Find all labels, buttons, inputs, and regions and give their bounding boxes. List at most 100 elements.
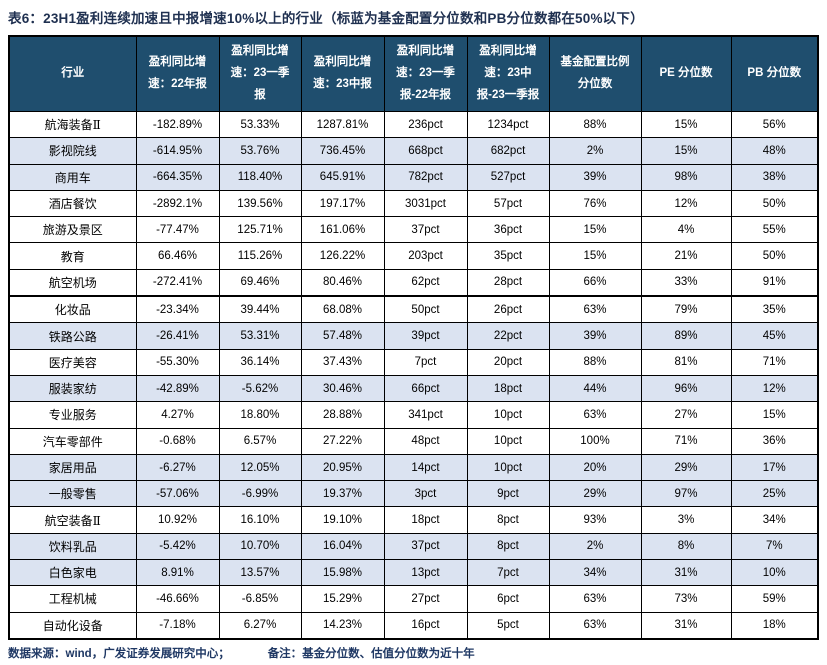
value-cell: 12% — [730, 374, 819, 403]
value-cell: 37.43% — [300, 348, 385, 376]
table-row: 饮料乳品 -5.42% 10.70% 16.04% 37pct 8pct 2% 8% 7% — [8, 532, 819, 561]
value-cell: 161.06% — [300, 216, 385, 244]
table-row: 家居用品 -6.27% 12.05% 20.95% 14pct 10pct 20% 29% 17… — [8, 453, 819, 482]
table-row: 影视院线 -614.95% 53.76% 736.45% 668pct 682pct 2% 1… — [8, 137, 819, 165]
table-row: 汽车零部件 -0.68% 6.57% 27.22% 48pct 10pct 100% 71% 3… — [8, 427, 819, 455]
industry-name-cell: 酒店餐饮 — [8, 189, 137, 218]
value-cell: -55.30% — [135, 348, 220, 376]
value-cell: 18pct — [383, 506, 468, 534]
value-cell: -182.89% — [135, 110, 220, 139]
value-cell: 88% — [548, 110, 642, 139]
col-header-growth-22annual: 盈利同比增速：22年报 — [135, 35, 220, 112]
value-cell: 38% — [730, 163, 819, 191]
value-cell: 97% — [640, 480, 732, 508]
value-cell: 16.04% — [300, 532, 385, 561]
value-cell: 4.27% — [135, 401, 220, 429]
industry-name-cell: 旅游及景区 — [8, 216, 137, 244]
value-cell: 56% — [730, 110, 819, 139]
col-header-pe-percentile: PE 分位数 — [640, 35, 732, 112]
value-cell: 63% — [548, 585, 642, 613]
value-cell: 71% — [640, 427, 732, 455]
value-cell: 96% — [640, 374, 732, 403]
value-cell: 4% — [640, 216, 732, 244]
value-cell: 81% — [640, 348, 732, 376]
value-cell: 118.40% — [218, 163, 302, 191]
value-cell: 10.70% — [218, 532, 302, 561]
value-cell: 73% — [640, 585, 732, 613]
value-cell: 7pct — [466, 559, 550, 587]
value-cell: 50% — [730, 189, 819, 218]
value-cell: 53.31% — [218, 322, 302, 350]
col-header-industry: 行业 — [8, 35, 137, 112]
value-cell: 1234pct — [466, 110, 550, 139]
value-cell: 37pct — [383, 532, 468, 561]
value-cell: 36% — [730, 427, 819, 455]
table-row: 商用车 -664.35% 118.40% 645.91% 782pct 527pct 39%… — [8, 163, 819, 191]
value-cell: 15.29% — [300, 585, 385, 613]
value-cell: 34% — [730, 506, 819, 534]
industry-name-cell: 教育 — [8, 242, 137, 270]
value-cell: 37pct — [383, 216, 468, 244]
value-cell: 203pct — [383, 242, 468, 270]
industry-earnings-table: 行业 盈利同比增速：22年报 盈利同比增速：23一季报 盈利同比增速：23中报 … — [8, 35, 819, 640]
value-cell: 16pct — [383, 611, 468, 640]
industry-name-cell: 一般零售 — [8, 480, 137, 508]
value-cell: 19.37% — [300, 480, 385, 508]
table-row: 白色家电 8.91% 13.57% 15.98% 13pct 7pct 34% 31% 10% — [8, 559, 819, 587]
value-cell: 341pct — [383, 401, 468, 429]
industry-name-cell: 航海装备Ⅱ — [8, 110, 137, 139]
industry-name-cell: 服装家纺 — [8, 374, 137, 403]
value-cell: 26pct — [466, 295, 550, 324]
value-cell: -57.06% — [135, 480, 220, 508]
value-cell: 33% — [640, 268, 732, 297]
value-cell: 3pct — [383, 480, 468, 508]
table-body: 航海装备Ⅱ -182.89% 53.33% 1287.81% 236pct 1234pct… — [8, 110, 819, 640]
value-cell: 62pct — [383, 268, 468, 297]
value-cell: 8pct — [466, 506, 550, 534]
value-cell: 91% — [730, 268, 819, 297]
value-cell: 19.10% — [300, 506, 385, 534]
table-row: 工程机械 -46.66% -6.85% 15.29% 27pct 6pct 63% 73% 59… — [8, 585, 819, 613]
value-cell: 14.23% — [300, 611, 385, 640]
value-cell: 57pct — [466, 189, 550, 218]
value-cell: 36.14% — [218, 348, 302, 376]
value-cell: 69.46% — [218, 268, 302, 297]
table-row: 化妆品 -23.34% 39.44% 68.08% 50pct 26pct 63% 79% 35… — [8, 295, 819, 324]
value-cell: 7% — [730, 532, 819, 561]
value-cell: 48% — [730, 137, 819, 165]
value-cell: -2892.1% — [135, 189, 220, 218]
value-cell: 2% — [548, 137, 642, 165]
value-cell: 29% — [640, 453, 732, 482]
value-cell: 28pct — [466, 268, 550, 297]
value-cell: 28.88% — [300, 401, 385, 429]
value-cell: 6.27% — [218, 611, 302, 640]
table-row: 专业服务 4.27% 18.80% 28.88% 341pct 10pct 63% 27% 15… — [8, 401, 819, 429]
value-cell: 236pct — [383, 110, 468, 139]
value-cell: 20.95% — [300, 453, 385, 482]
value-cell: 5pct — [466, 611, 550, 640]
industry-name-cell: 汽车零部件 — [8, 427, 137, 455]
header-row: 行业 盈利同比增速：22年报 盈利同比增速：23一季报 盈利同比增速：23中报 … — [8, 35, 819, 112]
col-header-delta-q1-vs-annual: 盈利同比增速：23一季报-22年报 — [383, 35, 468, 112]
value-cell: 39pct — [383, 322, 468, 350]
industry-name-cell: 白色家电 — [8, 559, 137, 587]
value-cell: 36pct — [466, 216, 550, 244]
value-cell: -42.89% — [135, 374, 220, 403]
value-cell: 71% — [730, 348, 819, 376]
value-cell: 14pct — [383, 453, 468, 482]
value-cell: 682pct — [466, 137, 550, 165]
value-cell: -6.85% — [218, 585, 302, 613]
value-cell: 20% — [548, 453, 642, 482]
col-header-delta-h1-vs-q1: 盈利同比增速：23中报-23一季报 — [466, 35, 550, 112]
value-cell: 8% — [640, 532, 732, 561]
value-cell: 29% — [548, 480, 642, 508]
value-cell: 18.80% — [218, 401, 302, 429]
value-cell: 8.91% — [135, 559, 220, 587]
value-cell: 21% — [640, 242, 732, 270]
col-header-growth-23h1: 盈利同比增速：23中报 — [300, 35, 385, 112]
value-cell: -664.35% — [135, 163, 220, 191]
value-cell: 13pct — [383, 559, 468, 587]
value-cell: 10.92% — [135, 506, 220, 534]
value-cell: 30.46% — [300, 374, 385, 403]
